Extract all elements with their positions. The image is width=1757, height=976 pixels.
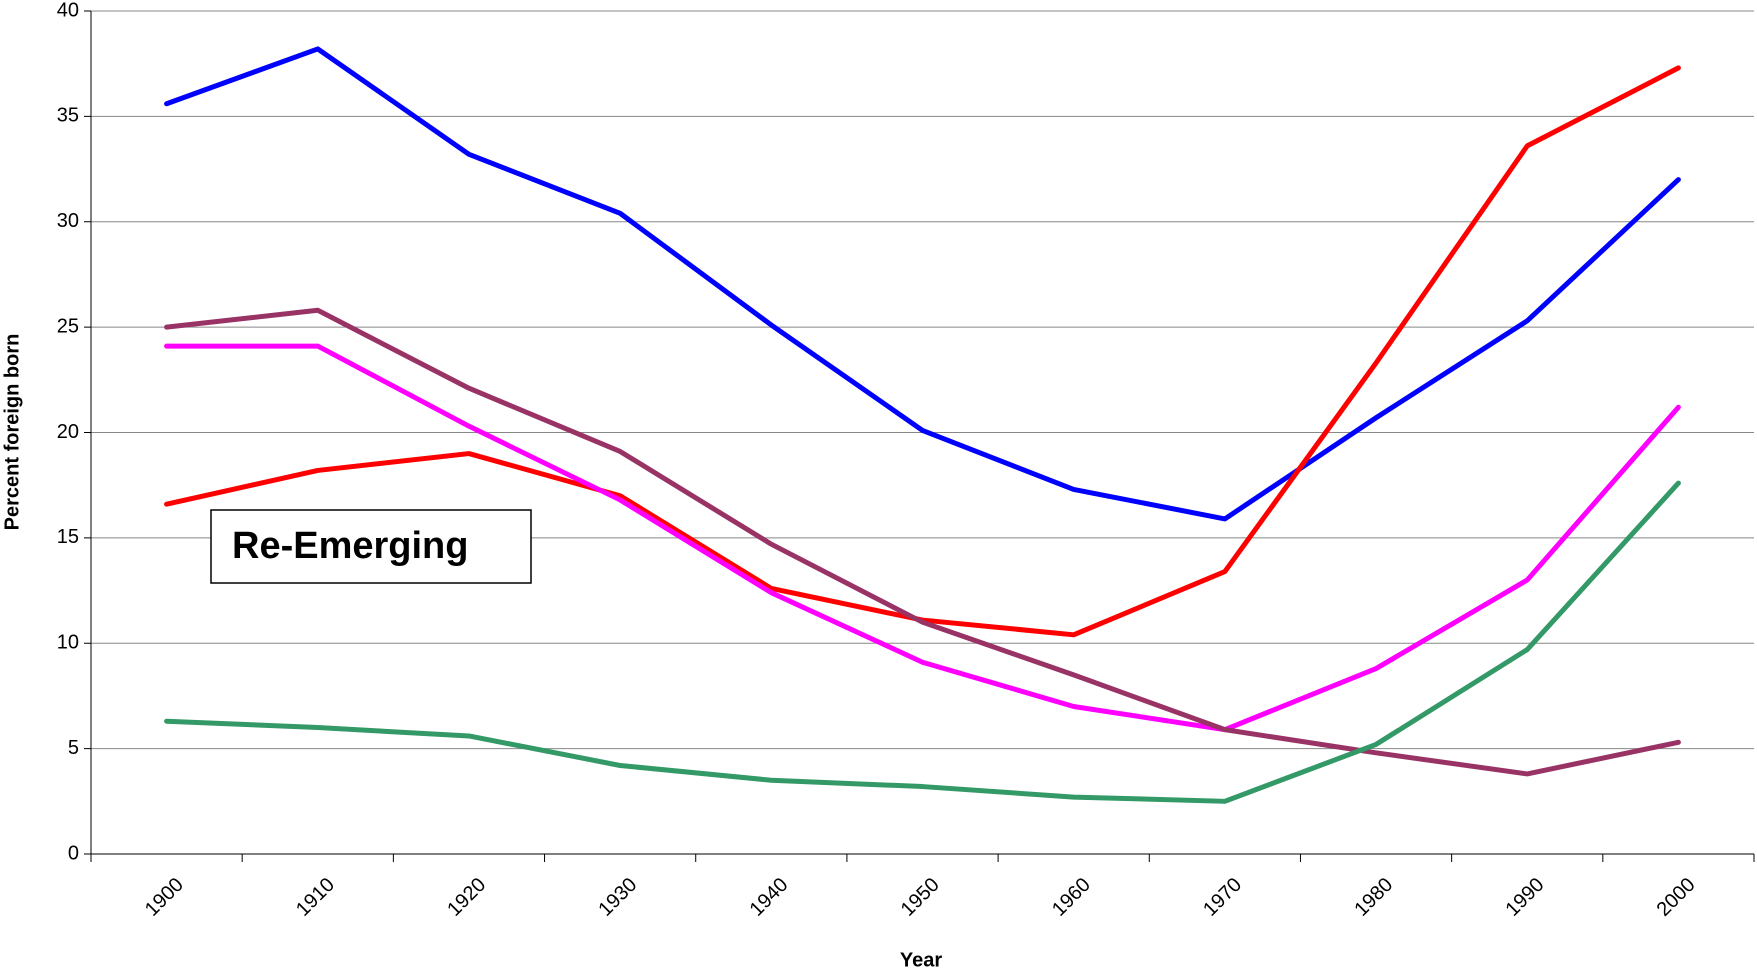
x-tick-label: 1950 <box>897 874 944 921</box>
y-tick-label: 0 <box>68 842 79 864</box>
annotation-box <box>210 509 532 584</box>
x-tick-label: 1960 <box>1048 874 1095 921</box>
line-series <box>164 480 1681 804</box>
line-series <box>164 46 1681 522</box>
x-tick-label: 2000 <box>1653 874 1700 921</box>
line-series <box>164 307 1681 777</box>
x-tick-label: 1980 <box>1350 874 1397 921</box>
x-tick-label: 1900 <box>141 874 188 921</box>
x-tick-label: 1910 <box>292 874 339 921</box>
y-tick-label: 40 <box>57 0 79 21</box>
x-tick-label: 1930 <box>594 874 641 921</box>
x-tick-label: 1970 <box>1199 874 1246 921</box>
x-tick-label: 1920 <box>443 874 490 921</box>
x-tick-label: 1990 <box>1501 874 1548 921</box>
y-tick-label: 35 <box>57 105 79 127</box>
line-series <box>164 343 1681 733</box>
y-tick-label: 30 <box>57 210 79 232</box>
y-axis-label: Percent foreign born <box>1 334 23 531</box>
y-tick-label: 20 <box>57 421 79 443</box>
annotation: Re-Emerging <box>232 525 468 567</box>
y-tick-label: 10 <box>57 632 79 654</box>
y-tick-label: 5 <box>68 737 79 759</box>
y-tick-label: 15 <box>57 526 79 548</box>
x-tick-label: 1940 <box>746 874 793 921</box>
x-axis-label: Year <box>900 949 942 971</box>
y-tick-label: 25 <box>57 315 79 337</box>
